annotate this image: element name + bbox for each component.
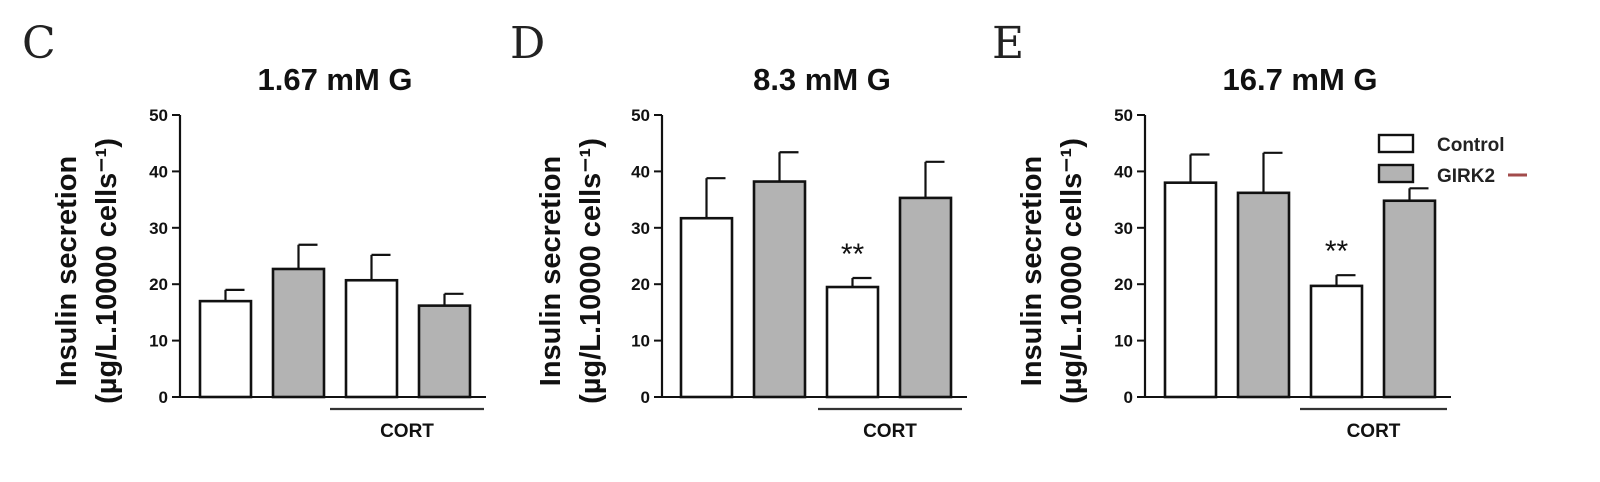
y-tick-label: 10 bbox=[631, 332, 650, 351]
y-tick-label: 0 bbox=[641, 388, 650, 407]
bar-control-cort bbox=[1309, 284, 1364, 399]
legend-label-girk2: GIRK2 bbox=[1437, 166, 1495, 187]
y-axis-unit-label: (µg/L.10000 cells⁻¹) bbox=[575, 138, 607, 404]
y-tick-label: 50 bbox=[631, 106, 650, 125]
y-tick-label: 20 bbox=[149, 275, 168, 294]
cort-group-label: CORT bbox=[1347, 421, 1401, 442]
y-tick-label: 30 bbox=[1114, 219, 1133, 238]
bar-girk2-cort bbox=[898, 196, 953, 399]
y-tick-label: 40 bbox=[1114, 162, 1133, 181]
y-tick-label: 20 bbox=[1114, 275, 1133, 294]
cort-group-label: CORT bbox=[380, 421, 434, 442]
significance-marker: ** bbox=[1325, 235, 1349, 268]
bar-girk2 bbox=[1236, 191, 1291, 399]
bar-control bbox=[679, 216, 734, 399]
y-axis-label: Insulin secretion bbox=[1016, 156, 1048, 386]
chart-panel-d: D 8.3 mM G Insulin secretion (µg/L.10000 ce… bbox=[510, 18, 967, 442]
chart-title: 8.3 mM G bbox=[753, 62, 891, 97]
bar-control bbox=[198, 299, 253, 399]
y-tick-label: 40 bbox=[631, 162, 650, 181]
y-tick-label: 10 bbox=[149, 332, 168, 351]
y-axis-unit-label: (µg/L.10000 cells⁻¹) bbox=[91, 138, 123, 404]
legend-label-control: Control bbox=[1437, 135, 1505, 156]
y-axis-label: Insulin secretion bbox=[51, 156, 83, 386]
bar-girk2-cort bbox=[417, 304, 472, 399]
chart-panel-e: E 16.7 mM G Insulin secretion (µg/L.10000 c… bbox=[992, 18, 1451, 442]
chart-panel-c: C 1.67 mM G Insulin secretion (µg/L.10000 c… bbox=[22, 18, 486, 442]
bar-girk2-cort bbox=[1382, 199, 1437, 399]
y-tick-label: 20 bbox=[631, 275, 650, 294]
chart-title: 16.7 mM G bbox=[1222, 62, 1377, 97]
y-tick-label: 50 bbox=[149, 106, 168, 125]
panel-letter: C bbox=[22, 18, 56, 69]
legend: Control GIRK2 bbox=[1377, 133, 1527, 187]
y-axis-label: Insulin secretion bbox=[535, 156, 567, 386]
bar-control bbox=[1163, 181, 1218, 399]
y-tick-label: 50 bbox=[1114, 106, 1133, 125]
chart-title: 1.67 mM G bbox=[257, 62, 412, 97]
y-axis-unit-label: (µg/L.10000 cells⁻¹) bbox=[1056, 138, 1088, 404]
bar-control-cort bbox=[344, 278, 399, 399]
panel-letter: E bbox=[992, 18, 1024, 69]
legend-swatch-girk2 bbox=[1377, 163, 1415, 184]
bar-girk2 bbox=[752, 180, 807, 399]
legend-swatch-control bbox=[1377, 133, 1415, 154]
cort-group-label: CORT bbox=[863, 421, 917, 442]
y-tick-label: 0 bbox=[1124, 388, 1133, 407]
y-tick-label: 30 bbox=[631, 219, 650, 238]
panel-letter: D bbox=[510, 18, 545, 69]
y-tick-label: 10 bbox=[1114, 332, 1133, 351]
significance-marker: ** bbox=[841, 238, 865, 271]
y-tick-label: 30 bbox=[149, 219, 168, 238]
bar-girk2 bbox=[271, 267, 326, 399]
y-tick-label: 40 bbox=[149, 162, 168, 181]
bar-control-cort bbox=[825, 285, 880, 399]
y-tick-label: 0 bbox=[159, 388, 168, 407]
